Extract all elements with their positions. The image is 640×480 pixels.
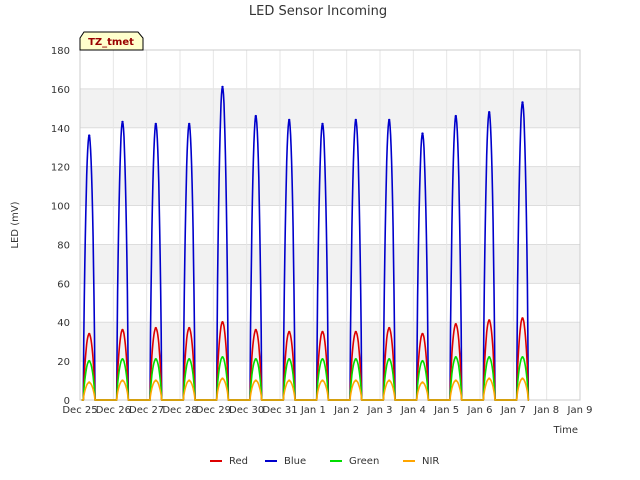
y-tick-label: 60 xyxy=(57,279,70,290)
x-tick-label: Jan 6 xyxy=(467,405,493,416)
series-nir xyxy=(81,377,530,401)
chart-title: LED Sensor Incoming xyxy=(249,4,387,19)
y-tick-label: 20 xyxy=(57,357,70,368)
x-tick-label: Jan 8 xyxy=(533,405,559,416)
grid-lines xyxy=(79,49,581,401)
x-tick-label: Dec 29 xyxy=(196,405,231,416)
grid-band xyxy=(80,322,580,362)
y-tick-label: 140 xyxy=(51,124,70,135)
y-tick-label: 80 xyxy=(57,240,70,251)
y-axis-label: LED (mV) xyxy=(10,201,21,248)
legend-label-blue: Blue xyxy=(284,456,306,467)
legend-label-red: Red xyxy=(229,456,248,467)
x-tick-label: Jan 1 xyxy=(300,405,326,416)
x-tick-label: Dec 25 xyxy=(62,405,97,416)
x-tick-label: Jan 9 xyxy=(567,405,593,416)
x-tick-label: Jan 3 xyxy=(367,405,393,416)
legend-label-green: Green xyxy=(349,456,379,467)
plot-area xyxy=(80,50,580,400)
grid-band xyxy=(80,166,580,206)
y-tick-label: 180 xyxy=(51,46,70,57)
x-tick-label: Jan 5 xyxy=(433,405,459,416)
y-tick-label: 0 xyxy=(64,396,70,407)
y-tick-label: 40 xyxy=(57,318,70,329)
grid-band xyxy=(80,244,580,284)
series-layer xyxy=(81,85,530,401)
grid-band xyxy=(80,88,580,128)
x-tick-label: Dec 30 xyxy=(229,405,264,416)
x-axis-label: Time xyxy=(553,425,578,436)
y-tick-label: 160 xyxy=(51,85,70,96)
legend: Red Blue Green NIR xyxy=(210,456,439,467)
tz-annotation-label: TZ_tmet xyxy=(88,37,134,48)
x-tick-label: Jan 2 xyxy=(333,405,359,416)
x-tick-label: Dec 31 xyxy=(262,405,297,416)
y-tick-label: 100 xyxy=(51,202,70,213)
y-axis: 0 20 40 60 80 100 120 140 160 180 xyxy=(51,46,70,407)
x-tick-label: Dec 27 xyxy=(129,405,164,416)
series-line-nir xyxy=(81,377,530,401)
tz-annotation: TZ_tmet xyxy=(79,31,144,51)
x-tick-label: Dec 28 xyxy=(162,405,197,416)
legend-label-nir: NIR xyxy=(422,456,439,467)
x-tick-label: Dec 26 xyxy=(96,405,131,416)
x-tick-label: Jan 4 xyxy=(400,405,426,416)
tz-annotation-box xyxy=(79,31,144,51)
y-tick-label: 120 xyxy=(51,163,70,174)
x-tick-label: Jan 7 xyxy=(500,405,526,416)
